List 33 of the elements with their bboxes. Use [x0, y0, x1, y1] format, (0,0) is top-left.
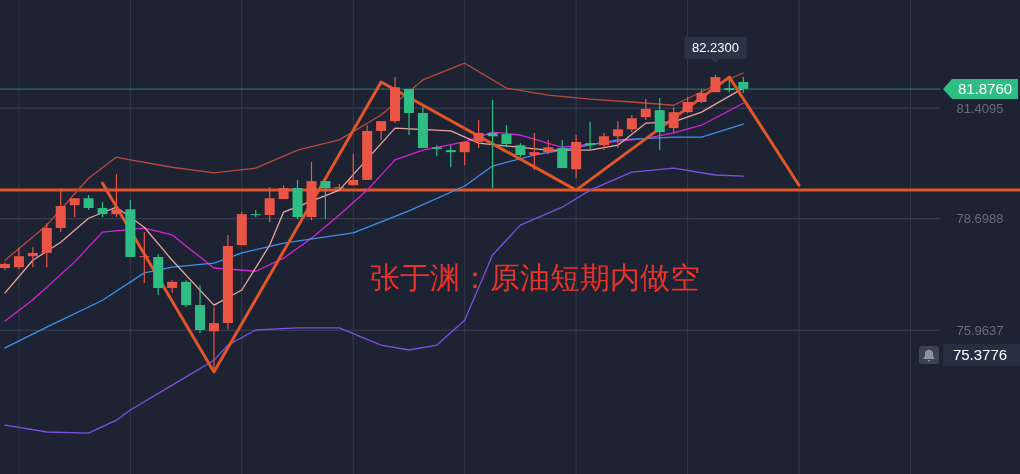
candlestick	[69, 197, 80, 218]
candlestick	[654, 97, 665, 151]
candlestick	[376, 120, 387, 141]
candlestick	[529, 132, 540, 171]
candlestick	[264, 186, 275, 223]
candlestick	[139, 231, 150, 284]
candlestick	[668, 106, 679, 134]
candlestick	[320, 180, 331, 220]
line-series	[4, 62, 744, 261]
candlestick	[612, 120, 623, 149]
annotation: 82.2300	[691, 40, 739, 56]
y-tick-label: 81.4095	[956, 100, 1004, 116]
candlestick	[55, 187, 66, 233]
candlestick	[27, 246, 38, 268]
text: 75.3776	[952, 346, 1008, 364]
candlestick	[473, 119, 484, 149]
candlestick	[348, 153, 359, 186]
candlestick	[487, 99, 498, 189]
candlestick	[13, 247, 24, 270]
candlestick	[501, 124, 512, 148]
y-tick-label: 78.6988	[956, 211, 1004, 227]
candlestick	[557, 139, 568, 169]
candlestick	[111, 173, 122, 218]
candlestick	[445, 144, 456, 168]
ref-line-label: 81.8760	[957, 80, 1013, 98]
candlestick	[585, 121, 596, 151]
y-tick-label: 75.9637	[956, 322, 1004, 338]
candlestick	[208, 306, 219, 373]
candlestick	[640, 98, 651, 121]
line-series	[4, 167, 744, 434]
line-series	[4, 123, 744, 349]
candlestick	[181, 279, 192, 308]
text: 张于渊：原油短期内做空	[370, 259, 700, 295]
